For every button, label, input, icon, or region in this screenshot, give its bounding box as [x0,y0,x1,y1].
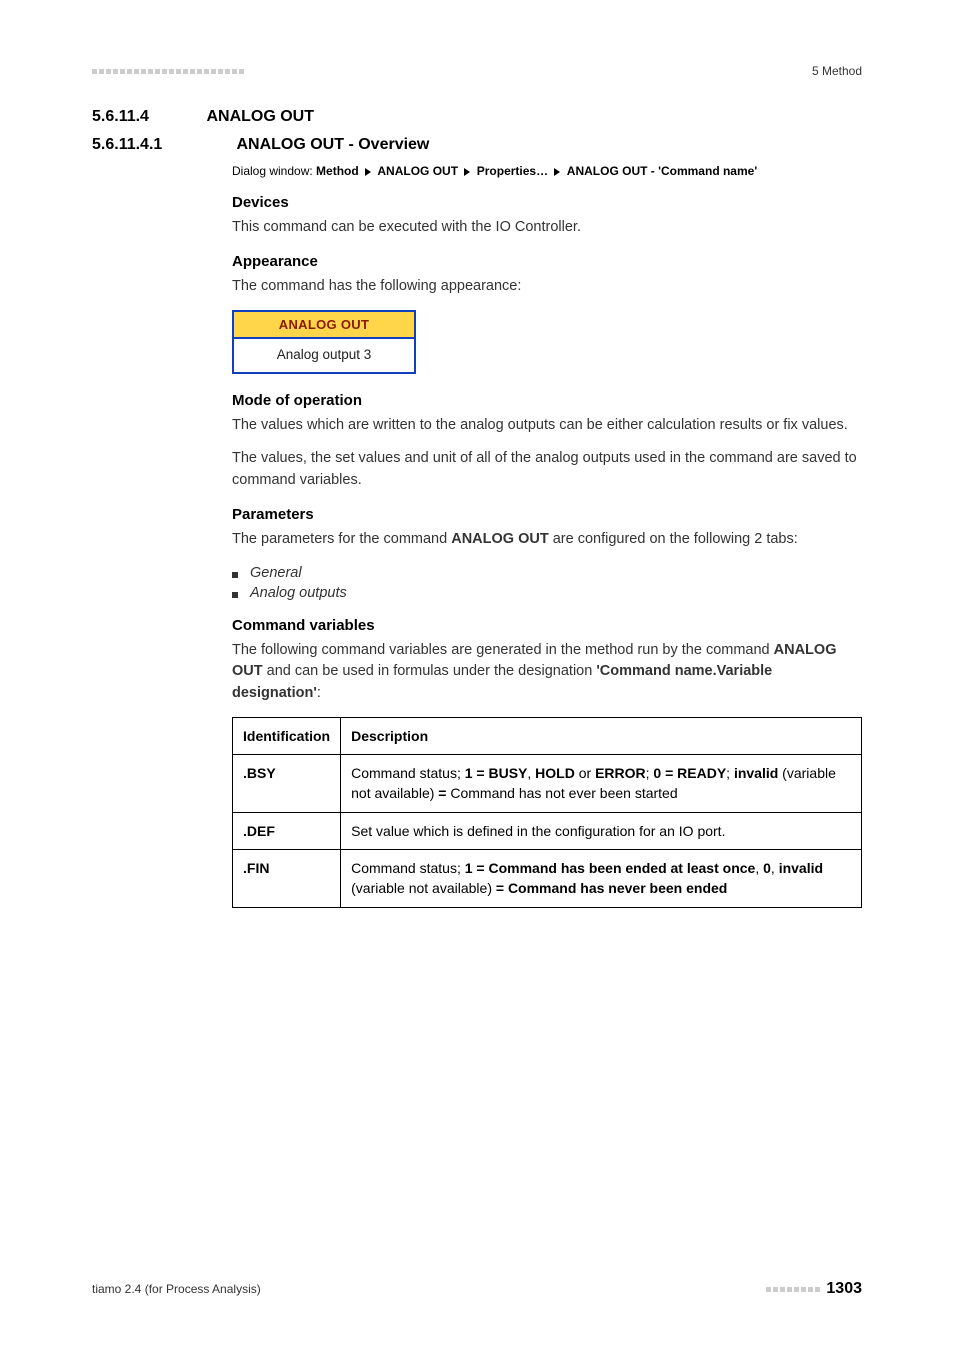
dialog-p4: ANALOG OUT - 'Command name' [567,164,757,178]
dialog-window-path: Dialog window: Method ANALOG OUT Propert… [232,162,862,180]
param-item-general: General [232,563,862,583]
mode-p1: The values which are written to the anal… [232,415,862,437]
table-row: .FIN Command status; 1 = Command has bee… [233,849,862,907]
section-number-2: 5.6.11.4.1 [92,136,232,154]
triangle-icon [464,168,470,176]
analog-out-command-box: ANALOG OUT Analog output 3 [232,310,416,374]
header-chapter: 5 Method [812,64,862,78]
bsy-s1: , [527,765,535,781]
section-number-1: 5.6.11.4 [92,108,202,126]
table-row: .BSY Command status; 1 = BUSY, HOLD or E… [233,755,862,813]
footer-dots [766,1287,820,1292]
mode-p2: The values, the set values and unit of a… [232,448,862,492]
fin-b3: invalid [779,860,823,876]
parameters-intro: The parameters for the command ANALOG OU… [232,529,862,551]
fin-s2: , [771,860,779,876]
analog-box-title: ANALOG OUT [234,312,414,339]
section-heading-1: 5.6.11.4 ANALOG OUT [92,108,862,126]
bsy-pre: Command status; [351,765,465,781]
bsy-b3: ERROR [595,765,646,781]
row-def-desc: Set value which is defined in the config… [341,812,862,849]
bsy-b5: invalid [734,765,778,781]
command-variables-table: Identification Description .BSY Command … [232,717,862,908]
section-title-1: ANALOG OUT [206,108,314,125]
appearance-text: The command has the following appearance… [232,276,862,298]
parameters-heading: Parameters [232,506,862,523]
command-variables-intro: The following command variables are gene… [232,640,862,705]
dialog-p3: Properties… [477,164,548,178]
triangle-icon [365,168,371,176]
th-description: Description [341,717,862,754]
footer-page: 1303 [766,1280,862,1298]
triangle-icon [554,168,560,176]
row-fin-desc: Command status; 1 = Command has been end… [341,849,862,907]
dialog-p1: Method [316,164,359,178]
params-intro-c: are configured on the following 2 tabs: [549,531,798,547]
fin-s3: (variable not available) [351,880,496,896]
fin-b4: = Command has never been ended [496,880,727,896]
bsy-b2: HOLD [535,765,575,781]
bsy-s2: or [575,765,595,781]
params-intro-a: The parameters for the command [232,531,451,547]
mode-heading: Mode of operation [232,392,862,409]
header-dots [92,69,244,74]
table-header-row: Identification Description [233,717,862,754]
footer-left: tiamo 2.4 (for Process Analysis) [92,1282,261,1296]
page-header: 5 Method [92,64,862,78]
bsy-b1: 1 = BUSY [465,765,528,781]
row-def-id: .DEF [233,812,341,849]
section-heading-2: 5.6.11.4.1 ANALOG OUT - Overview [92,136,862,154]
row-bsy-id: .BSY [233,755,341,813]
table-row: .DEF Set value which is defined in the c… [233,812,862,849]
page-number: 1303 [826,1280,862,1298]
dialog-p2: ANALOG OUT [377,164,458,178]
devices-text: This command can be executed with the IO… [232,217,862,239]
row-bsy-desc: Command status; 1 = BUSY, HOLD or ERROR;… [341,755,862,813]
bsy-id-text: .BSY [243,765,276,781]
appearance-heading: Appearance [232,253,862,270]
page-footer: tiamo 2.4 (for Process Analysis) 1303 [92,1280,862,1298]
def-id-text: .DEF [243,823,275,839]
th-identification: Identification [233,717,341,754]
bsy-s6: Command has not ever been started [446,785,677,801]
parameters-list: General Analog outputs [232,563,862,603]
fin-s1: , [755,860,763,876]
dialog-prefix: Dialog window: [232,164,316,178]
row-fin-id: .FIN [233,849,341,907]
cv-intro-a: The following command variables are gene… [232,642,774,658]
params-intro-b: ANALOG OUT [451,531,548,547]
fin-id-text: .FIN [243,860,269,876]
devices-heading: Devices [232,194,862,211]
command-variables-heading: Command variables [232,617,862,634]
cv-intro-c: and can be used in formulas under the de… [263,663,597,679]
fin-b2: 0 [763,860,771,876]
param-item-analog-outputs: Analog outputs [232,583,862,603]
cv-intro-e: : [317,685,321,701]
bsy-b4: 0 = READY [653,765,726,781]
fin-pre: Command status; [351,860,465,876]
analog-box-subtitle: Analog output 3 [234,339,414,372]
section-title-2: ANALOG OUT - Overview [236,136,429,153]
fin-b1: 1 = Command has been ended at least once [465,860,756,876]
bsy-s4: ; [726,765,734,781]
